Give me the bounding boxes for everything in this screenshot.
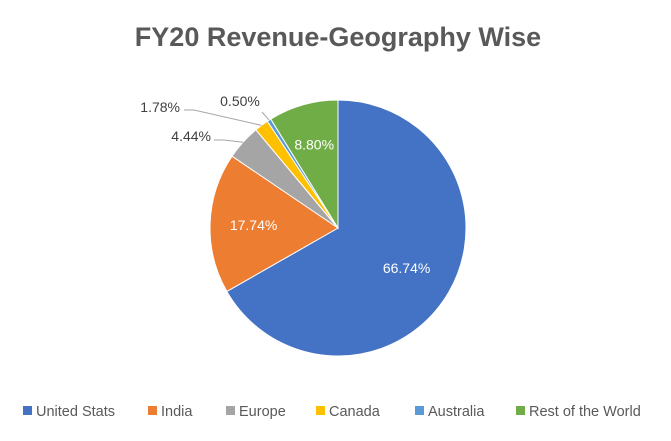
legend-label-canada: Canada xyxy=(329,404,381,420)
pie-slice-united-stats xyxy=(226,99,467,357)
legend-label-india: India xyxy=(161,404,193,420)
legend: United Stats India Europe Canada Australia Re… xyxy=(23,404,641,420)
leader-lines xyxy=(184,109,270,143)
leader-line-canada xyxy=(184,109,262,126)
legend-item-india: India xyxy=(148,404,193,420)
leader-line-australia xyxy=(261,111,270,121)
data-label-europe: 4.44% xyxy=(171,128,211,144)
legend-item-rest-of-the-world: Rest of the World xyxy=(516,404,641,420)
data-label-australia: 0.50% xyxy=(220,93,260,109)
leader-line-europe xyxy=(214,139,244,143)
data-label-canada: 1.78% xyxy=(140,99,180,115)
pie-slices xyxy=(209,99,467,357)
legend-swatch-india xyxy=(148,406,157,415)
pie-slice-india xyxy=(209,155,339,293)
data-label-india: 17.74% xyxy=(230,217,277,233)
pie-slice-rest-of-the-world xyxy=(270,99,339,230)
legend-item-europe: Europe xyxy=(226,404,286,420)
legend-label-united-stats: United Stats xyxy=(36,404,115,420)
legend-label-australia: Australia xyxy=(428,404,485,420)
chart-title: FY20 Revenue-Geography Wise xyxy=(135,22,541,52)
legend-item-australia: Australia xyxy=(415,404,485,420)
legend-swatch-europe xyxy=(226,406,235,415)
data-labels: 66.74% 17.74% 4.44% 1.78% 0.50% 8.80% xyxy=(140,93,430,276)
legend-swatch-rest-of-the-world xyxy=(516,406,525,415)
data-label-united-stats: 66.74% xyxy=(383,260,430,276)
legend-swatch-united-stats xyxy=(23,406,32,415)
legend-swatch-canada xyxy=(316,406,325,415)
legend-label-rest-of-the-world: Rest of the World xyxy=(529,404,641,420)
data-label-rest-of-the-world: 8.80% xyxy=(294,136,334,152)
legend-item-canada: Canada xyxy=(316,404,381,420)
legend-item-united-stats: United Stats xyxy=(23,404,115,420)
legend-label-europe: Europe xyxy=(239,404,286,420)
legend-swatch-australia xyxy=(415,406,424,415)
